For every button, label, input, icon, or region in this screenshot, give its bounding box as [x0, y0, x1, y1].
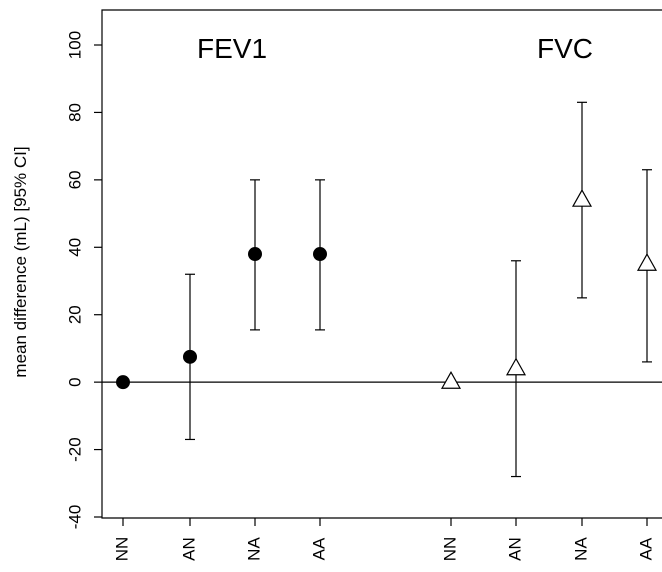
- data-point-fev1: [116, 375, 130, 390]
- y-tick-label: 20: [65, 305, 84, 324]
- x-tick-label: NN: [440, 537, 459, 562]
- fvc-group-label: FVC: [537, 33, 593, 64]
- y-tick-label: -20: [65, 437, 84, 462]
- data-point-fev1: [313, 247, 327, 262]
- x-tick-label: AN: [179, 537, 198, 561]
- y-tick-label: 80: [65, 103, 84, 122]
- data-point-fev1: [248, 247, 262, 262]
- plot-frame: [101, 9, 662, 519]
- data-point-fvc: [571, 188, 593, 207]
- fev1-group-label: FEV1: [197, 33, 267, 64]
- y-tick-label: 100: [65, 31, 84, 59]
- plot-area: -40 -20 0 20 40 60 80 100 NN AN NA AA NN AN NA AA: [65, 9, 662, 562]
- x-tick-label: AN: [505, 537, 524, 561]
- y-tick-label: -40: [65, 505, 84, 530]
- x-tick-label: NA: [571, 537, 590, 561]
- x-tick-label: AA: [636, 537, 655, 560]
- x-tick-label: AA: [309, 537, 328, 560]
- data-point-fvc: [440, 370, 462, 389]
- y-tick-label: 40: [65, 238, 84, 257]
- data-point-fev1: [183, 349, 197, 364]
- data-point-fvc: [636, 252, 658, 271]
- x-tick-label: NN: [112, 537, 131, 562]
- x-tick-label: NA: [244, 537, 263, 561]
- y-tick-label: 0: [65, 377, 84, 386]
- y-axis-label: mean difference (mL) [95% CI]: [11, 146, 30, 377]
- y-tick-label: 60: [65, 170, 84, 189]
- data-point-fvc: [505, 357, 527, 376]
